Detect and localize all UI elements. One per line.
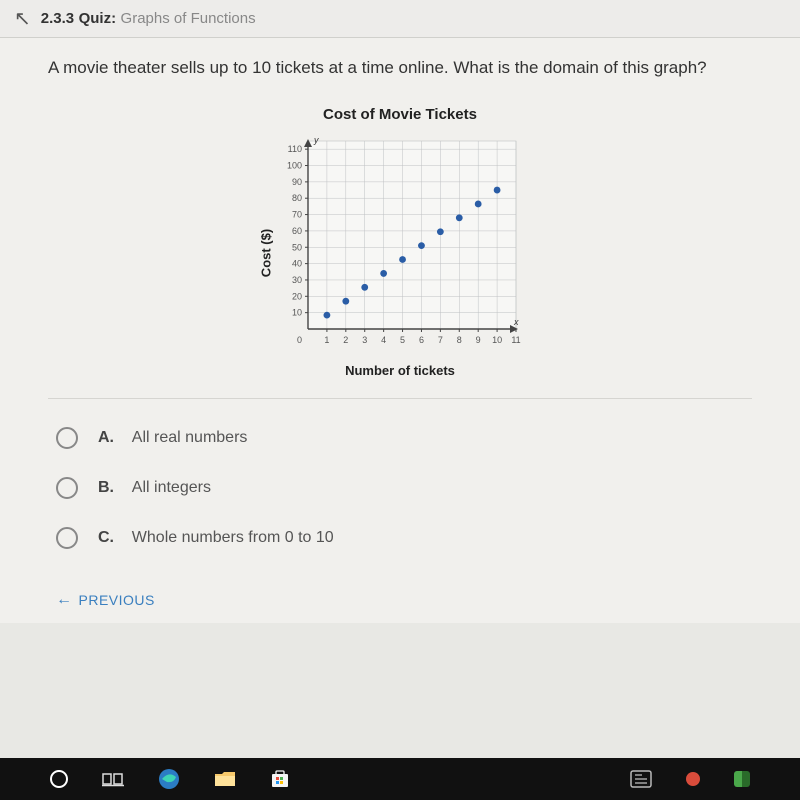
radio-icon[interactable]: [56, 477, 78, 499]
taskbar-app-icon[interactable]: [734, 771, 750, 787]
radio-icon[interactable]: [56, 527, 78, 549]
previous-label: PREVIOUS: [79, 592, 155, 608]
svg-text:11: 11: [511, 335, 520, 345]
windows-taskbar: [0, 758, 800, 800]
file-explorer-icon[interactable]: [214, 770, 236, 788]
svg-text:50: 50: [292, 243, 302, 253]
radio-icon[interactable]: [56, 427, 78, 449]
svg-text:4: 4: [381, 335, 386, 345]
chart-xlabel: Number of tickets: [270, 363, 530, 378]
svg-text:30: 30: [292, 275, 302, 285]
svg-text:1: 1: [324, 335, 329, 345]
svg-text:6: 6: [419, 335, 424, 345]
microsoft-store-icon[interactable]: [270, 769, 290, 789]
option-letter: A.: [98, 429, 114, 446]
chart-region: Cost of Movie Tickets Cost ($) yx1020304…: [48, 106, 752, 380]
divider: [48, 398, 752, 399]
svg-text:5: 5: [400, 335, 405, 345]
option-text: All integers: [132, 479, 211, 496]
start-circle-icon[interactable]: [50, 770, 68, 788]
previous-button[interactable]: ← PREVIOUS: [48, 577, 163, 623]
option-c[interactable]: C. Whole numbers from 0 to 10: [56, 527, 752, 549]
svg-text:9: 9: [476, 335, 481, 345]
svg-text:10: 10: [292, 308, 302, 318]
chart-ylabel: Cost ($): [259, 229, 274, 277]
chart-title: Cost of Movie Tickets: [48, 106, 752, 123]
edge-browser-icon[interactable]: [158, 768, 180, 790]
option-text: Whole numbers from 0 to 10: [132, 529, 334, 546]
svg-text:90: 90: [292, 177, 302, 187]
quiz-title: Graphs of Functions: [121, 10, 256, 27]
svg-text:80: 80: [292, 194, 302, 204]
svg-text:3: 3: [362, 335, 367, 345]
svg-text:x: x: [513, 317, 519, 327]
option-b[interactable]: B. All integers: [56, 477, 752, 499]
quiz-label: Quiz:: [79, 10, 117, 27]
svg-text:20: 20: [292, 292, 302, 302]
option-letter: B.: [98, 479, 114, 496]
back-arrow-icon[interactable]: ↖: [14, 6, 31, 31]
answer-options: A. All real numbers B. All integers C. W…: [48, 427, 752, 549]
taskbar-status-icon[interactable]: [686, 772, 700, 786]
svg-text:70: 70: [292, 210, 302, 220]
svg-text:2: 2: [343, 335, 348, 345]
svg-text:y: y: [313, 135, 319, 145]
content-area: A movie theater sells up to 10 tickets a…: [0, 38, 800, 623]
svg-text:0: 0: [297, 335, 302, 345]
chart-box: Cost ($) yx10203040506070809010011012345…: [270, 127, 530, 378]
svg-text:8: 8: [457, 335, 462, 345]
svg-text:40: 40: [292, 259, 302, 269]
news-widget-icon[interactable]: [630, 770, 652, 788]
svg-text:7: 7: [438, 335, 443, 345]
option-text: All real numbers: [132, 429, 248, 446]
quiz-header: ↖ 2.3.3 Quiz: Graphs of Functions: [0, 0, 800, 38]
svg-text:10: 10: [492, 335, 502, 345]
question-text: A movie theater sells up to 10 tickets a…: [48, 52, 752, 84]
svg-text:110: 110: [288, 144, 302, 154]
svg-text:60: 60: [292, 226, 302, 236]
arrow-left-icon: ←: [56, 591, 73, 609]
option-a[interactable]: A. All real numbers: [56, 427, 752, 449]
option-letter: C.: [98, 529, 114, 546]
quiz-number: 2.3.3: [41, 10, 74, 27]
svg-text:100: 100: [287, 161, 302, 171]
task-view-icon[interactable]: [102, 771, 124, 787]
scatter-chart: yx10203040506070809010011012345678910110: [270, 127, 530, 357]
